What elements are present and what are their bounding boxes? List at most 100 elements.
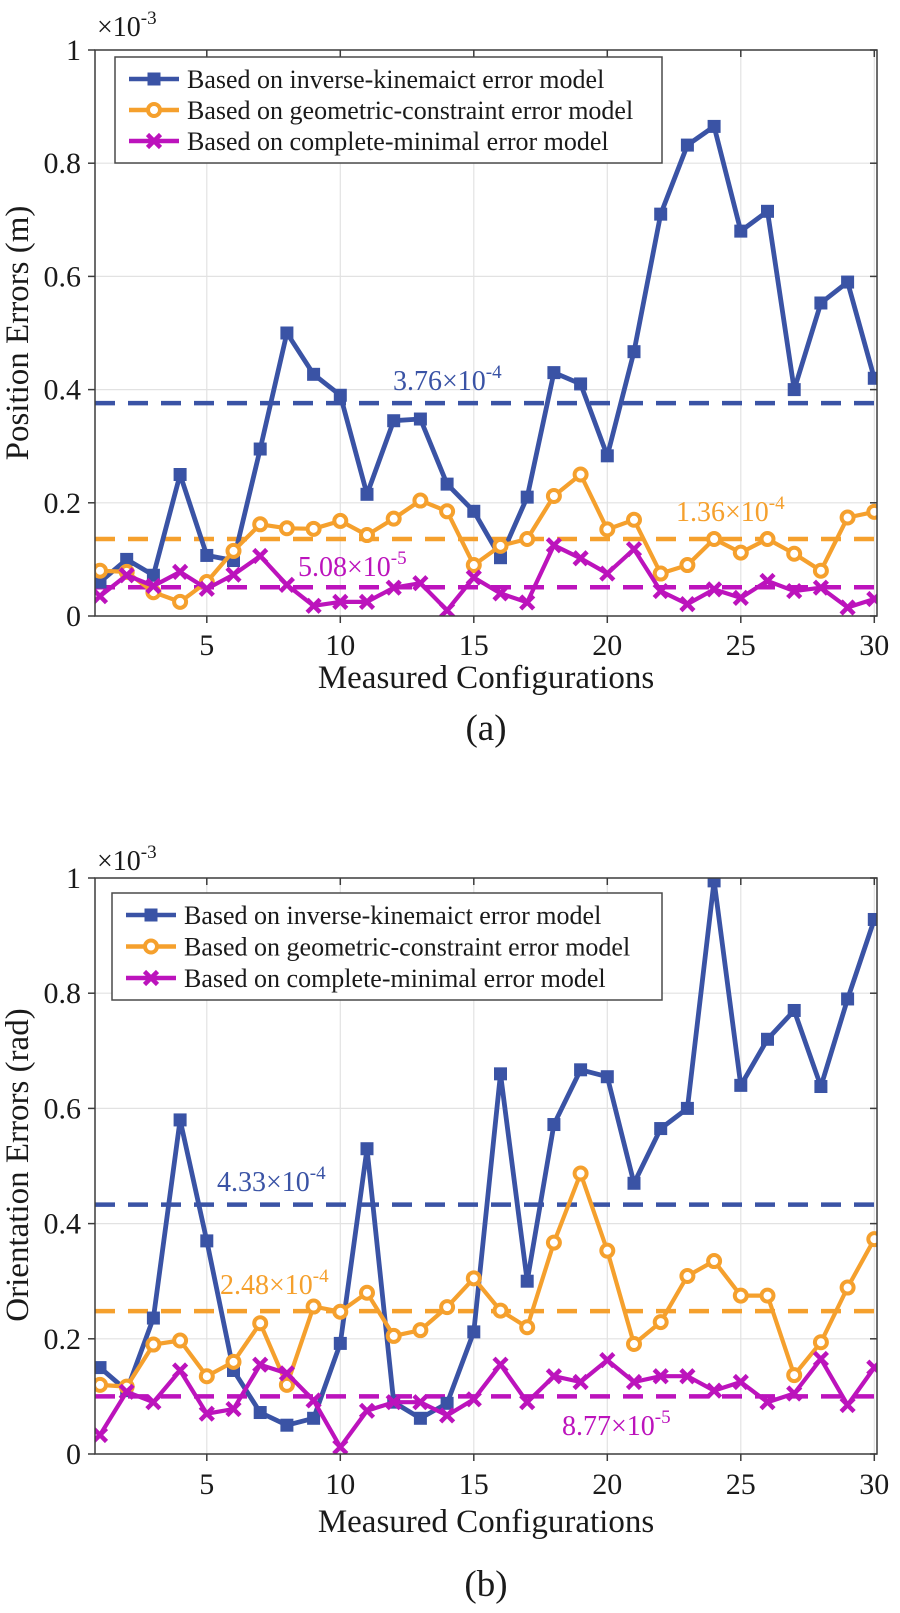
marker-x [545,537,562,554]
marker-x [465,1391,482,1408]
marker-circle [786,545,803,562]
marker-x [706,581,723,598]
legend: Based on inverse-kinemaict error model Ba… [114,56,663,164]
marker-x [332,1438,349,1454]
marker-square [841,992,855,1006]
marker-circle [545,488,562,505]
series-line [98,878,877,1428]
y-tick-label: 0.6 [44,260,82,293]
marker-circle [278,520,295,537]
marker-circle [143,938,159,955]
marker-x [812,1350,829,1368]
legend-entry-label: Based on inverse-kinemaict error model [187,65,604,94]
marker-square [627,345,641,359]
marker-x [732,589,749,606]
marker-circle [172,1332,189,1349]
panel-caption-a: (a) [465,708,506,749]
marker-square [95,575,107,589]
marker-circle [252,516,269,533]
marker-x [625,541,643,558]
marker-x [625,1373,643,1391]
legend-entry: Based on inverse-kinemaict error model [126,901,601,930]
marker-square [253,1406,267,1420]
marker-square [467,1325,481,1339]
marker-square [547,1118,561,1132]
y-tick-label: 0.2 [44,487,82,520]
marker-circle [839,509,856,526]
marker-x [652,1368,669,1385]
marker-square [173,1113,187,1127]
series-complete-minimal [95,537,877,616]
marker-square [440,477,454,491]
marker-x [786,583,803,600]
marker-x [142,969,160,987]
rms-annotation-complete-minimal: 5.08×10-5 [298,548,407,583]
marker-x [812,579,829,596]
series-geometric-constraint [95,466,877,610]
marker-circle [866,503,877,520]
marker-x [572,1373,589,1391]
marker-x [385,579,402,596]
marker-square [413,1411,427,1425]
panel-a-chart: 5 10 15 20 25 30 0 0.2 0.4 0.6 0.8 1 ×10-3 3.76×10-4 1… [0,8,889,749]
marker-circle [626,1335,642,1352]
panel-b-chart: 5 10 15 20 25 30 0 0.2 0.4 0.6 0.8 1 ×10-3 4.33×10-4 2… [0,842,889,1605]
marker-square [467,504,481,518]
legend-entry: Based on complete-minimal error model [129,127,609,156]
marker-circle [706,1253,723,1270]
marker-square [494,551,507,565]
y-tick-label: 1 [66,34,81,67]
marker-circle [465,1270,482,1287]
marker-x [225,566,242,583]
x-tick-label: 5 [199,1468,214,1501]
series-inverse-kinematic [95,119,877,589]
marker-square [600,1070,614,1084]
axis-ticks [88,49,877,623]
marker-square [814,296,828,310]
x-tick-label: 25 [726,629,756,662]
marker-square [761,1032,774,1046]
marker-square [120,552,134,566]
rms-annotation-inverse-kinematic: 3.76×10-4 [393,362,502,397]
marker-x [305,1392,322,1409]
marker-square [707,878,721,888]
y-axis-offset-label: ×10-3 [97,8,157,43]
y-tick-label: 0.6 [44,1092,82,1125]
legend-entry-label: Based on complete-minimal error model [187,127,609,156]
marker-x [118,1383,135,1400]
marker-square [841,275,855,289]
marker-circle [626,511,642,528]
marker-x [439,1407,456,1424]
marker-circle [812,562,829,579]
marker-circle [145,1336,162,1353]
marker-square [333,388,347,402]
marker-circle [95,1376,108,1393]
y-tick-label: 0.8 [44,147,82,180]
x-axis-label: Measured Configurations [318,1504,654,1540]
marker-circle [866,1231,877,1248]
marker-circle [385,1327,402,1344]
marker-circle [679,557,696,574]
marker-square [144,908,158,922]
marker-square [494,1067,507,1081]
marker-x [358,593,376,610]
marker-circle [759,1287,776,1304]
marker-square [547,366,561,380]
y-tick-label: 0.8 [44,977,82,1010]
legend-box [114,56,663,164]
marker-square [173,468,187,481]
marker-square [734,1078,748,1092]
x-tick-label: 5 [199,629,214,662]
marker-x [706,1382,723,1399]
marker-square [520,1274,534,1288]
marker-circle [492,537,509,554]
marker-x [145,132,163,150]
marker-square [787,1003,801,1017]
marker-square [574,1063,588,1077]
marker-circle [439,1299,456,1316]
y-tick-label: 0.4 [44,374,82,407]
marker-x [439,602,456,616]
marker-circle [465,557,482,574]
marker-x [572,550,589,567]
marker-circle [385,510,402,527]
